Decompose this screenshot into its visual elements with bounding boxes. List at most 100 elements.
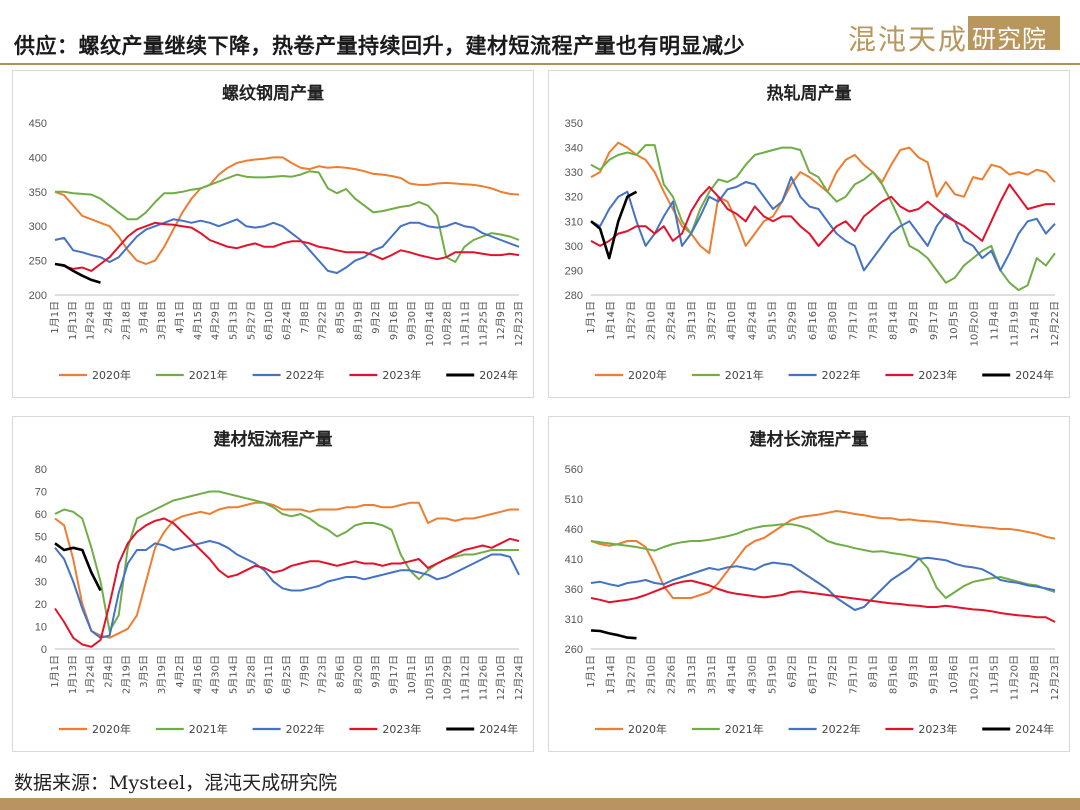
x-tick-label: 1月27日 [625, 301, 637, 340]
x-tick-label: 6月10日 [263, 301, 275, 340]
x-tick-label: 2月26日 [666, 655, 678, 694]
legend-label: 2023年 [382, 368, 421, 382]
x-tick-label: 5月13日 [227, 301, 239, 340]
y-tick-label: 410 [565, 554, 583, 566]
y-tick-label: 300 [565, 241, 583, 253]
x-tick-label: 7月17日 [847, 655, 859, 694]
legend-label: 2021年 [189, 368, 228, 382]
x-tick-label: 11月20日 [1009, 655, 1021, 700]
x-tick-label: 1月13日 [67, 655, 79, 694]
series-line-3 [590, 176, 1056, 272]
x-tick-label: 1月1日 [49, 301, 61, 334]
legend-label: 2022年 [286, 722, 325, 736]
chart-title: 螺纹钢周产量 [222, 83, 324, 104]
x-tick-label: 8月16日 [888, 655, 900, 694]
legend-label: 2021年 [725, 722, 764, 736]
brand-logo: 混沌天成 研究院 [848, 16, 1062, 56]
x-tick-label: 6月2日 [787, 655, 799, 688]
x-tick-label: 1月14日 [605, 301, 617, 340]
y-tick-label: 250 [29, 256, 47, 268]
y-tick-label: 20 [35, 599, 47, 611]
x-tick-label: 4月16日 [192, 655, 204, 694]
legend-label: 2020年 [92, 722, 131, 736]
y-tick-label: 10 [35, 622, 47, 634]
chart-title: 建材长流程产量 [750, 429, 869, 450]
x-tick-label: 2月10日 [646, 655, 658, 694]
series-line-4 [590, 183, 1055, 247]
x-tick-label: 8月1日 [867, 655, 879, 688]
x-tick-label: 10月1日 [406, 655, 418, 694]
y-tick-label: 340 [565, 143, 583, 155]
x-tick-label: 10月14日 [424, 301, 436, 346]
x-tick-label: 6月16日 [807, 301, 819, 340]
chart-panel-long-process: 建材长流程产量 260 310 360 410 460 510 560 1月1日 1月14日 1月2… [548, 416, 1070, 752]
legend-label: 2020年 [628, 722, 667, 736]
chart-hot-rolled: 热轧周产量 280 290 300 310 320 330 340 350 1月1日 1月14日 1月… [565, 83, 1061, 382]
series-line-1 [54, 156, 520, 265]
y-tick-label: 80 [35, 464, 47, 476]
x-tick-label: 12月22日 [1049, 301, 1061, 346]
y-tick-label: 450 [29, 118, 47, 130]
y-tick-label: 60 [35, 509, 47, 521]
series-line-5 [54, 542, 102, 592]
x-tick-label: 3月13日 [686, 655, 698, 694]
x-tick-label: 9月16日 [388, 301, 400, 340]
x-tick-label: 8月14日 [888, 301, 900, 340]
x-tick-label: 12月10日 [495, 655, 507, 700]
x-tick-label: 12月4日 [1029, 301, 1041, 340]
x-tick-label: 9月30日 [406, 301, 418, 340]
x-tick-label: 7月2日 [827, 655, 839, 688]
x-tick-label: 5月14日 [227, 655, 239, 694]
series-line-5 [54, 262, 101, 284]
series-line-1 [590, 510, 1056, 599]
x-tick-label: 2月18日 [120, 301, 132, 340]
x-tick-label: 10月28日 [442, 301, 454, 346]
x-tick-label: 6月17日 [807, 655, 819, 694]
x-tick-label: 3月31日 [706, 655, 718, 694]
series-line-3 [54, 218, 520, 274]
x-tick-label: 9月17日 [388, 655, 400, 694]
series-line-5 [590, 629, 637, 640]
x-tick-label: 4月1日 [174, 301, 186, 334]
x-tick-label: 5月28日 [245, 655, 257, 694]
chart-panel-rebar: 螺纹钢周产量 200 250 300 350 400 450 1月1日 1月13日 1月24日 2月… [12, 70, 534, 398]
x-tick-label: 5月27日 [245, 301, 257, 340]
x-tick-label: 4月30日 [746, 655, 758, 694]
x-tick-label: 4月24日 [746, 301, 758, 340]
y-tick-label: 50 [35, 532, 47, 544]
chart-title: 建材短流程产量 [214, 429, 333, 450]
x-tick-label: 8月20日 [352, 655, 364, 694]
x-tick-label: 4月29日 [210, 301, 222, 340]
series-line-1 [590, 141, 1056, 255]
y-tick-label: 350 [29, 187, 47, 199]
y-tick-label: 300 [29, 221, 47, 233]
x-tick-label: 3月19日 [156, 655, 168, 694]
y-tick-label: 310 [565, 614, 583, 626]
y-tick-label: 30 [35, 577, 47, 589]
x-tick-label: 4月14日 [726, 655, 738, 694]
y-tick-label: 280 [565, 290, 583, 302]
x-tick-label: 11月12日 [459, 655, 471, 700]
y-tick-label: 360 [565, 584, 583, 596]
x-tick-label: 7月17日 [847, 301, 859, 340]
x-tick-label: 4月2日 [174, 655, 186, 688]
x-tick-label: 7月23日 [317, 655, 329, 694]
legend-label: 2022年 [286, 368, 325, 382]
x-tick-label: 9月18日 [928, 655, 940, 694]
x-tick-label: 9月2日 [370, 301, 382, 334]
x-tick-label: 2月4日 [103, 301, 115, 334]
legend-label: 2024年 [479, 368, 518, 382]
x-tick-label: 8月5日 [335, 301, 347, 334]
x-tick-label: 1月13日 [67, 301, 79, 340]
y-tick-label: 510 [565, 494, 583, 506]
x-tick-label: 1月24日 [85, 655, 97, 694]
x-tick-label: 8月19日 [352, 301, 364, 340]
x-tick-label: 6月30日 [827, 301, 839, 340]
x-tick-label: 7月31日 [867, 301, 879, 340]
x-tick-label: 4月15日 [192, 301, 204, 340]
x-tick-label: 3月18日 [156, 301, 168, 340]
x-tick-label: 3月13日 [686, 301, 698, 340]
logo-badge: 研究院 [968, 16, 1060, 53]
y-tick-label: 400 [29, 152, 47, 164]
x-tick-label: 3月5日 [138, 655, 150, 688]
